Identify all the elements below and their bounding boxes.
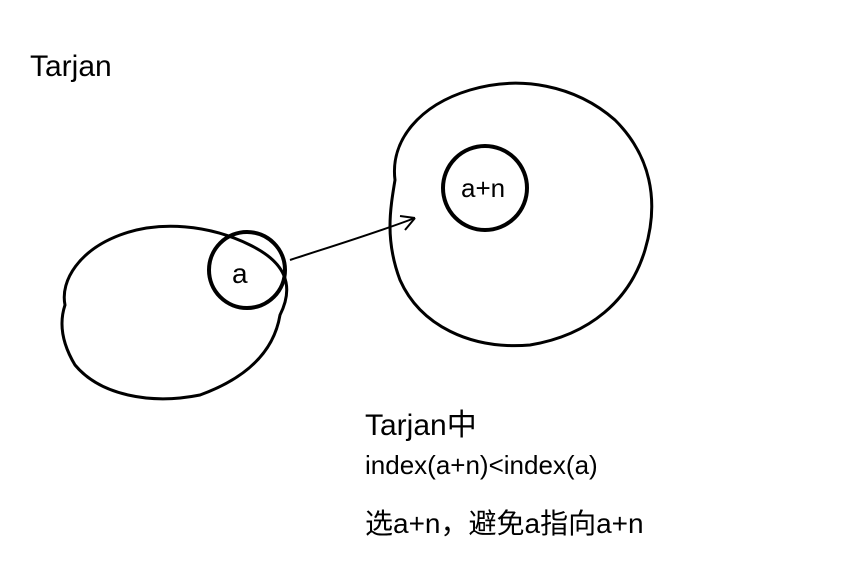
caption-line-1: Tarjan中: [365, 400, 477, 444]
caption-line-2: index(a+n)<index(a): [365, 450, 598, 481]
blob-left: [62, 226, 287, 398]
node-a-label: a: [232, 258, 248, 290]
arrow-line: [290, 218, 415, 260]
node-an-label: a+n: [461, 173, 505, 204]
title-text: Tarjan: [30, 50, 112, 84]
blob-right: [390, 83, 652, 345]
caption-line-3: 选a+n，避免a指向a+n: [365, 502, 644, 542]
